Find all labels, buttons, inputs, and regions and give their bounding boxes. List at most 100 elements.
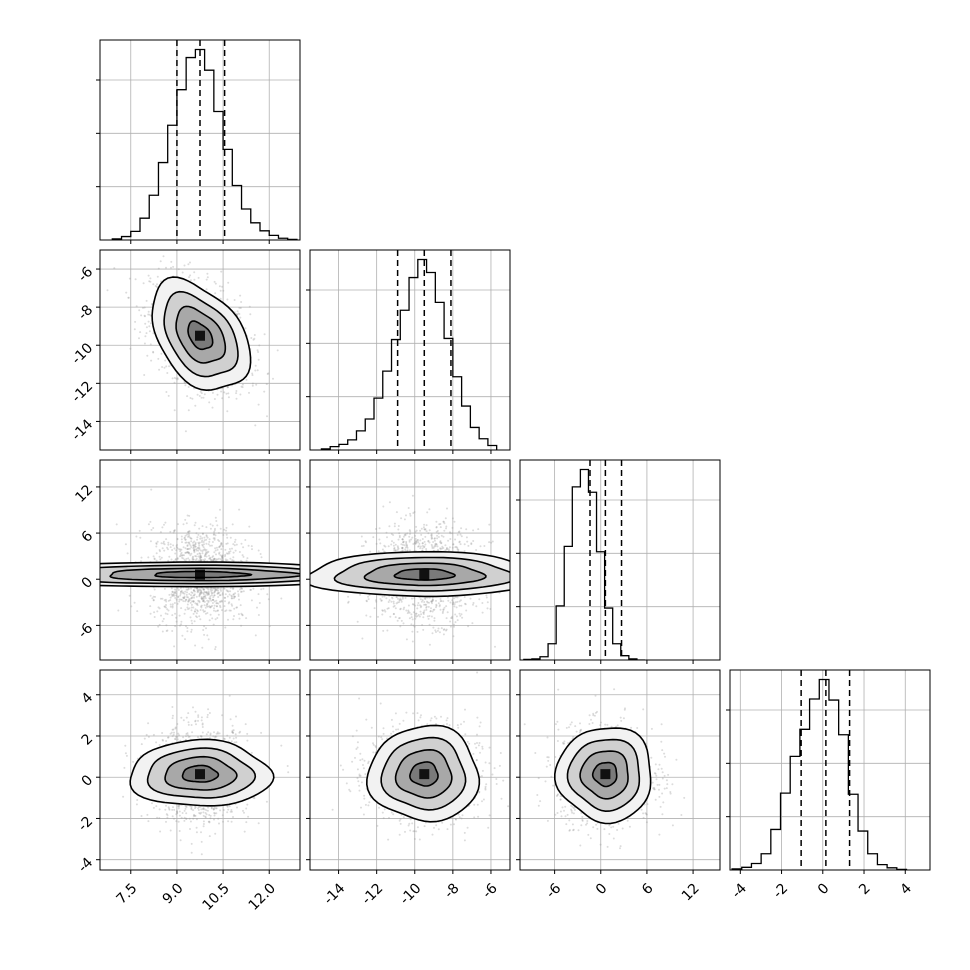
scatter-point <box>173 602 176 604</box>
scatter-point <box>199 537 202 540</box>
scatter-point <box>267 372 270 375</box>
scatter-point <box>115 523 118 526</box>
scatter-point <box>211 406 214 409</box>
scatter-point <box>229 609 232 612</box>
scatter-point <box>193 524 196 527</box>
scatter-point <box>430 534 433 537</box>
scatter-point <box>380 599 383 602</box>
scatter-point <box>240 587 243 590</box>
scatter-point <box>392 541 395 544</box>
scatter-point <box>173 547 176 550</box>
scatter-point <box>155 552 158 555</box>
scatter-point <box>153 616 156 618</box>
scatter-point <box>187 587 190 590</box>
scatter-point <box>276 349 279 352</box>
scatter-point <box>431 602 433 605</box>
scatter-point <box>438 523 441 526</box>
scatter-point <box>398 532 401 535</box>
scatter-point <box>161 547 164 550</box>
scatter-point <box>266 415 268 418</box>
scatter-point <box>398 534 401 537</box>
scatter-point <box>420 613 423 616</box>
scatter-point <box>171 593 174 596</box>
scatter-point <box>425 605 428 608</box>
scatter-point <box>157 267 160 270</box>
scatter-point <box>193 814 196 817</box>
scatter-point <box>226 811 229 814</box>
scatter-point <box>255 383 258 386</box>
scatter-point <box>435 530 438 533</box>
scatter-point <box>171 630 174 632</box>
scatter-point <box>204 549 207 552</box>
scatter-point <box>173 530 176 533</box>
scatter-point <box>403 518 406 521</box>
scatter-point <box>163 549 166 552</box>
scatter-point <box>157 606 160 609</box>
scatter-point <box>200 591 203 594</box>
scatter-point <box>230 597 233 600</box>
scatter-point <box>196 393 199 396</box>
scatter-point <box>254 634 257 637</box>
scatter-point <box>401 538 404 541</box>
scatter-point <box>445 617 448 620</box>
scatter-point <box>167 541 170 544</box>
scatter-point <box>166 814 169 817</box>
scatter-point <box>180 548 183 551</box>
scatter-point <box>231 724 234 727</box>
scatter-point <box>213 537 216 540</box>
scatter-point <box>156 283 158 286</box>
scatter-point <box>145 299 148 302</box>
scatter-point <box>203 548 206 551</box>
scatter-point <box>193 596 195 599</box>
scatter-point <box>251 372 254 375</box>
scatter-point <box>229 810 232 813</box>
scatter-point <box>183 595 186 598</box>
scatter-point <box>186 588 189 591</box>
scatter-point <box>216 558 219 561</box>
scatter-point <box>206 603 209 606</box>
scatter-point <box>221 556 224 559</box>
scatter-point <box>421 538 424 540</box>
scatter-point <box>187 551 190 554</box>
scatter-point <box>211 391 214 394</box>
scatter-point <box>175 616 178 619</box>
scatter-point <box>414 617 417 620</box>
scatter-point <box>412 543 415 545</box>
scatter-point <box>202 541 205 543</box>
scatter-point <box>430 536 433 539</box>
scatter-point <box>438 605 441 608</box>
scatter-point <box>124 752 127 755</box>
scatter-point <box>377 550 380 553</box>
scatter-point <box>190 724 193 726</box>
scatter-point <box>198 542 200 545</box>
scatter-point <box>198 527 201 530</box>
scatter-point <box>130 605 133 608</box>
scatter-point <box>213 590 216 593</box>
scatter-point <box>152 599 155 602</box>
scatter-point <box>245 821 248 824</box>
scatter-point <box>142 306 144 309</box>
scatter-point <box>172 531 175 534</box>
scatter-point <box>209 556 212 559</box>
scatter-point <box>443 606 446 609</box>
scatter-point <box>183 264 186 267</box>
scatter-point <box>419 547 422 550</box>
scatter-point <box>176 557 179 560</box>
scatter-point <box>481 611 484 614</box>
scatter-point <box>257 549 260 552</box>
scatter-point <box>207 708 210 711</box>
scatter-point <box>235 606 238 609</box>
scatter-point <box>210 587 213 590</box>
scatter-point <box>395 596 398 599</box>
scatter-point <box>201 532 204 535</box>
scatter-point <box>398 536 401 539</box>
scatter-point <box>488 523 491 526</box>
scatter-point <box>380 599 383 602</box>
scatter-point <box>147 320 150 323</box>
scatter-point <box>199 556 201 558</box>
scatter-point <box>442 520 445 523</box>
scatter-point <box>213 609 215 612</box>
scatter-point <box>369 615 372 618</box>
scatter-point <box>154 285 157 287</box>
scatter-point <box>202 558 205 561</box>
